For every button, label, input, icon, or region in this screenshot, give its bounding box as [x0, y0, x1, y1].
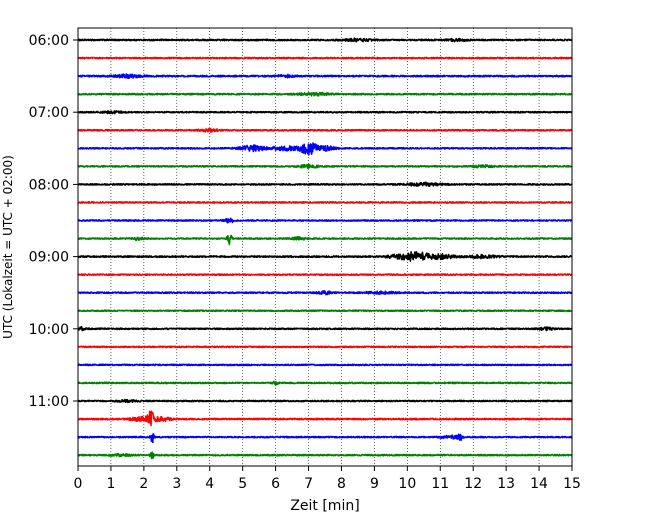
trace-0630	[77, 73, 573, 79]
trace-0815	[77, 201, 573, 204]
y-tick-label-1: 07:00	[29, 105, 69, 121]
x-tick-label-13: 13	[497, 476, 515, 492]
x-tick-label-0: 0	[74, 476, 83, 492]
x-tick-label-11: 11	[431, 476, 449, 492]
plot-frame	[77, 27, 573, 467]
x-tick-label-9: 9	[370, 476, 379, 492]
y-tick-label-3: 09:00	[29, 250, 69, 266]
x-tick-label-15: 15	[563, 476, 581, 492]
trace-0800	[77, 181, 573, 187]
grid-lines	[110, 28, 540, 466]
trace-1100	[77, 398, 573, 404]
x-tick-label-1: 1	[106, 476, 115, 492]
trace-0700	[77, 110, 573, 115]
trace-1115	[77, 410, 573, 427]
y-tick-label-2: 08:00	[29, 177, 69, 193]
x-tick-label-14: 14	[530, 476, 548, 492]
x-tick-label-2: 2	[139, 476, 148, 492]
x-tick-label-4: 4	[205, 476, 214, 492]
x-tick-label-5: 5	[238, 476, 247, 492]
trace-0830	[77, 217, 573, 224]
trace-0615	[77, 56, 573, 60]
x-tick-label-6: 6	[271, 476, 280, 492]
trace-0715	[77, 127, 573, 133]
trace-1000	[77, 325, 573, 332]
x-tick-label-12: 12	[464, 476, 482, 492]
trace-0915	[77, 273, 573, 277]
trace-0730	[77, 142, 573, 156]
y-tick-label-5: 11:00	[29, 394, 69, 410]
seismic-traces	[77, 37, 573, 460]
x-tick-label-10: 10	[398, 476, 416, 492]
trace-1145	[77, 451, 573, 460]
trace-0845	[77, 234, 573, 246]
trace-1130	[77, 433, 573, 444]
trace-0745	[77, 163, 573, 170]
trace-0645	[77, 91, 573, 97]
trace-1015	[77, 345, 573, 349]
x-tick-label-3: 3	[172, 476, 181, 492]
trace-0600	[77, 37, 573, 43]
trace-0945	[77, 309, 573, 313]
trace-1045	[77, 380, 573, 386]
x-axis-ticks: 0 1 2 3 4 5 6 7 8 9 10 11 12 13 14 15	[74, 466, 581, 492]
trace-1030	[77, 363, 573, 367]
y-axis-label: UTC (Lokalzeit = UTC + 02:00)	[1, 155, 15, 339]
x-tick-label-8: 8	[337, 476, 346, 492]
y-axis-ticks: 06:00 07:00 08:00 09:00 10:00 11:00	[29, 33, 78, 410]
trace-0930	[77, 290, 573, 296]
y-tick-label-0: 06:00	[29, 33, 69, 49]
x-tick-label-7: 7	[304, 476, 313, 492]
x-axis-label: Zeit [min]	[290, 498, 359, 514]
trace-0900	[77, 251, 573, 262]
y-tick-label-4: 10:00	[29, 322, 69, 338]
